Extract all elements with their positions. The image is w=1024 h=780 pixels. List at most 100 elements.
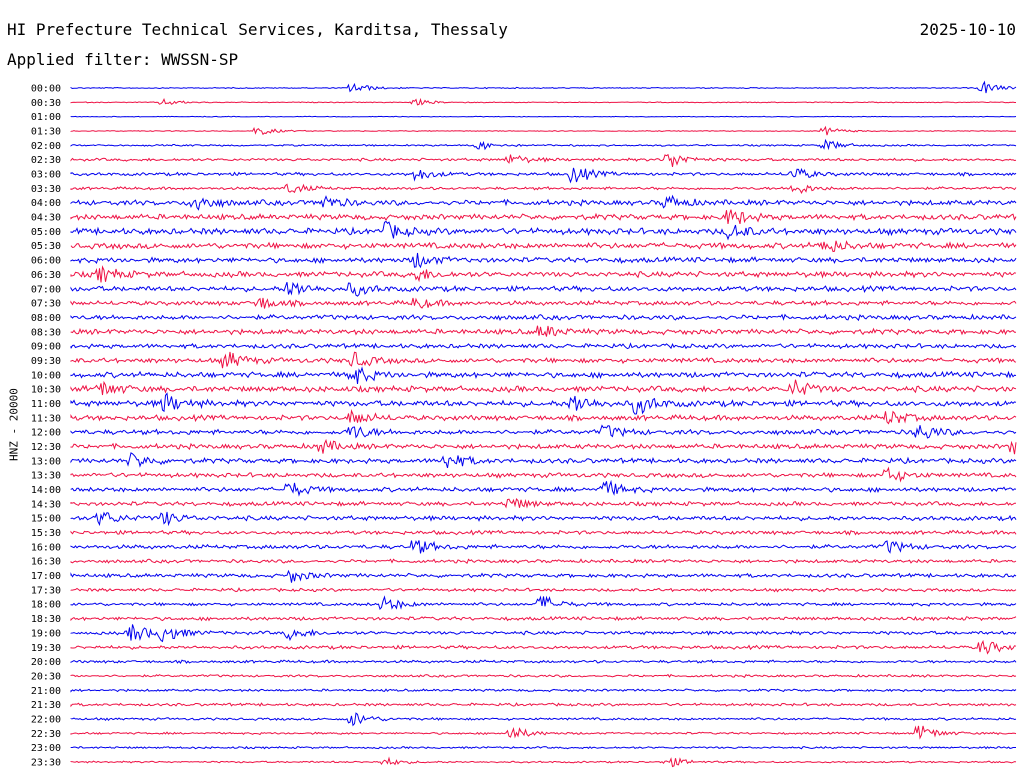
row-time-label: 18:30 xyxy=(31,614,61,625)
row-time-label: 06:30 xyxy=(31,270,61,281)
row-time-label: 07:00 xyxy=(31,284,61,295)
seismic-trace xyxy=(70,595,1017,610)
row-time-label: 19:30 xyxy=(31,643,61,654)
seismic-trace xyxy=(70,639,1017,655)
seismic-trace xyxy=(70,252,1017,269)
row-time-label: 00:00 xyxy=(31,84,61,95)
seismic-trace xyxy=(70,80,1017,94)
row-time-label: 02:30 xyxy=(31,155,61,166)
row-time-label: 01:30 xyxy=(31,127,61,138)
seismic-trace xyxy=(70,313,1017,322)
row-time-label: 00:30 xyxy=(31,98,61,109)
seismic-trace xyxy=(70,325,1016,337)
row-time-label: 19:00 xyxy=(31,628,61,639)
seismic-trace xyxy=(70,392,1017,415)
seismic-trace xyxy=(70,209,1017,225)
row-time-label: 20:00 xyxy=(31,657,61,668)
row-time-label: 02:00 xyxy=(31,141,61,152)
seismic-trace xyxy=(70,281,1017,297)
row-time-label: 07:30 xyxy=(31,299,61,310)
seismic-trace xyxy=(70,511,1017,527)
row-time-label: 04:00 xyxy=(31,198,61,209)
row-time-label: 01:00 xyxy=(31,112,61,123)
seismic-trace xyxy=(70,479,1017,497)
row-time-label: 17:00 xyxy=(31,571,61,582)
row-time-label: 21:00 xyxy=(31,686,61,697)
station-title: HI Prefecture Technical Services, Kardit… xyxy=(7,20,508,39)
row-time-label: 05:30 xyxy=(31,241,61,252)
seismic-trace xyxy=(70,240,1017,253)
row-time-label: 09:00 xyxy=(31,342,61,353)
seismic-trace xyxy=(70,424,1017,439)
row-time-label: 03:30 xyxy=(31,184,61,195)
seismic-trace xyxy=(70,615,1017,622)
row-time-label: 04:30 xyxy=(31,213,61,224)
row-time-label: 11:30 xyxy=(31,413,61,424)
row-time-label: 17:30 xyxy=(31,585,61,596)
seismic-trace xyxy=(70,624,1017,643)
seismic-trace xyxy=(70,587,1017,593)
seismic-trace xyxy=(70,351,1017,369)
row-time-label: 23:00 xyxy=(31,743,61,754)
seismic-trace xyxy=(70,745,1016,750)
row-time-label: 23:30 xyxy=(31,757,61,768)
seismic-trace xyxy=(70,97,1016,106)
seismic-trace xyxy=(70,702,1017,708)
seismic-trace xyxy=(70,125,1017,136)
row-time-label: 18:00 xyxy=(31,600,61,611)
row-time-label: 12:00 xyxy=(31,428,61,439)
seismic-trace xyxy=(70,452,1017,469)
row-time-label: 15:00 xyxy=(31,514,61,525)
row-time-label: 22:00 xyxy=(31,714,61,725)
seismic-trace xyxy=(70,712,1017,727)
row-time-label: 09:30 xyxy=(31,356,61,367)
row-time-label: 06:00 xyxy=(31,256,61,267)
seismic-trace xyxy=(70,409,1017,425)
seismic-trace xyxy=(70,673,1017,678)
seismic-trace xyxy=(70,220,1017,241)
seismic-trace xyxy=(70,529,1017,536)
row-time-label: 08:30 xyxy=(31,327,61,338)
row-time-label: 12:30 xyxy=(31,442,61,453)
row-time-label: 10:00 xyxy=(31,370,61,381)
seismic-trace xyxy=(70,183,1017,194)
seismic-trace xyxy=(70,466,1017,483)
row-time-label: 13:30 xyxy=(31,471,61,482)
row-time-label: 05:00 xyxy=(31,227,61,238)
seismic-trace xyxy=(70,540,1017,554)
seismic-trace xyxy=(70,497,1017,509)
seismic-trace xyxy=(70,379,1017,396)
seismic-trace xyxy=(70,756,1017,768)
seismic-trace xyxy=(70,297,1017,309)
seismic-trace xyxy=(70,659,1017,665)
seismic-trace xyxy=(70,194,1017,211)
seismic-trace xyxy=(70,558,1017,565)
row-time-label: 21:30 xyxy=(31,700,61,711)
seismic-trace xyxy=(70,688,1017,693)
row-time-label: 13:00 xyxy=(31,456,61,467)
row-time-label: 16:00 xyxy=(31,542,61,553)
row-time-label: 10:30 xyxy=(31,385,61,396)
seismic-trace xyxy=(70,138,1017,151)
row-time-label: 11:00 xyxy=(31,399,61,410)
row-time-label: 22:30 xyxy=(31,729,61,740)
filter-label: Applied filter: WWSSN-SP xyxy=(7,50,239,69)
seismic-trace xyxy=(70,366,1017,385)
seismic-trace xyxy=(70,569,1017,583)
row-time-label: 16:30 xyxy=(31,557,61,568)
seismic-trace xyxy=(70,153,1017,167)
seismic-trace xyxy=(70,725,1017,740)
seismic-trace xyxy=(70,342,1017,350)
row-time-label: 03:00 xyxy=(31,170,61,181)
row-time-label: 08:00 xyxy=(31,313,61,324)
row-time-label: 15:30 xyxy=(31,528,61,539)
seismic-trace xyxy=(70,265,1017,283)
row-time-label: 14:00 xyxy=(31,485,61,496)
row-time-label: 20:30 xyxy=(31,671,61,682)
seismic-trace xyxy=(70,115,1017,118)
seismic-trace xyxy=(70,167,1017,184)
seismic-trace xyxy=(70,438,1017,455)
record-date: 2025-10-10 xyxy=(919,20,1016,39)
row-time-label: 14:30 xyxy=(31,499,61,510)
